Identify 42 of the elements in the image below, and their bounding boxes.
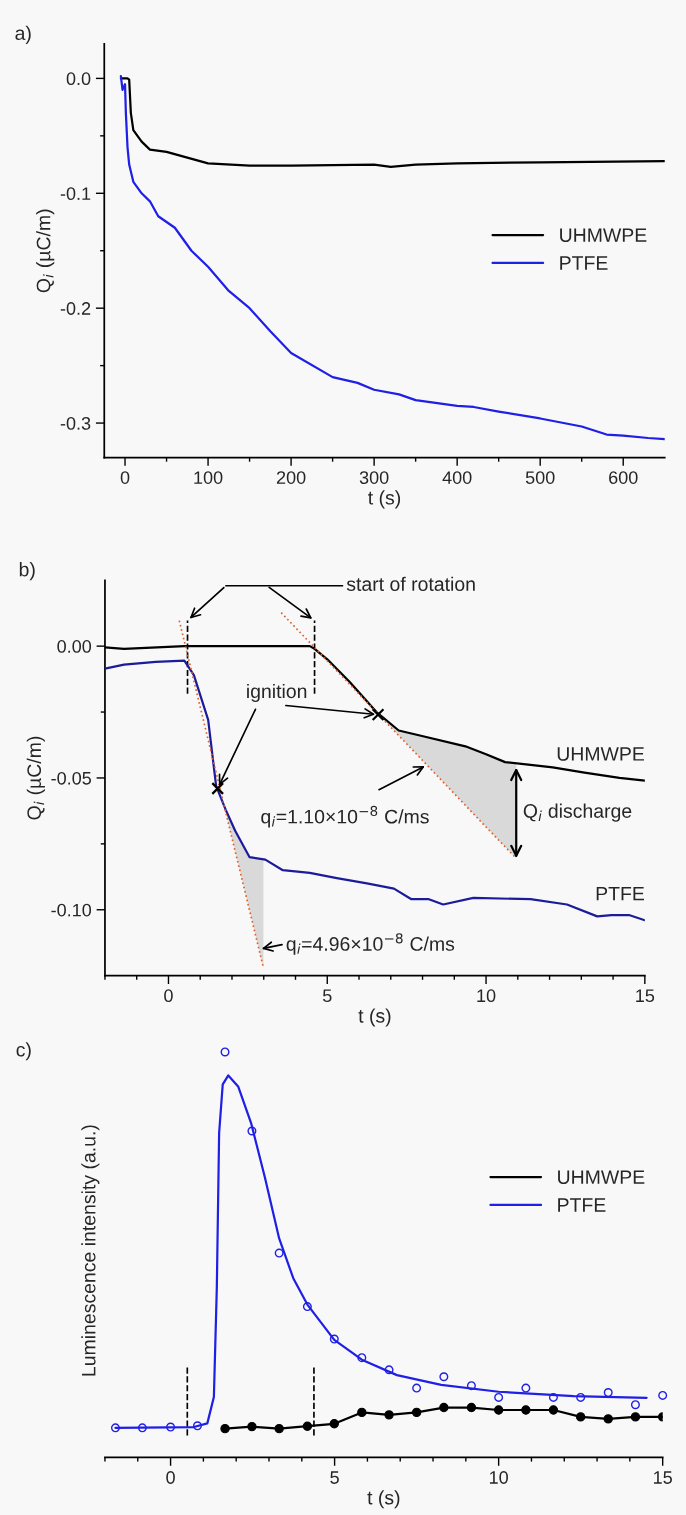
x-tick-label: 10 xyxy=(489,1471,508,1484)
chart-title: b) xyxy=(19,562,35,581)
x-tick-label: 600 xyxy=(609,471,638,484)
y-tick-label: 0.00 xyxy=(57,640,92,653)
x-tick-label: 5 xyxy=(322,989,332,1003)
legend-label: UHMWPE xyxy=(560,228,647,243)
legend-label: PTFE xyxy=(560,256,608,270)
legend-label: PTFE xyxy=(558,1198,606,1212)
x-tick-label: 10 xyxy=(477,989,496,1003)
annotation: Q$_{i}$ discharge xyxy=(523,803,632,822)
x-tick-label: 400 xyxy=(442,471,472,484)
chart-title: c) xyxy=(16,1042,31,1061)
y-tick-label: -0.10 xyxy=(51,903,92,917)
x-axis-title: t (s) xyxy=(368,490,401,509)
annotation: ignition xyxy=(247,683,307,702)
x-tick-label: 0 xyxy=(166,1471,175,1484)
x-tick-label: 200 xyxy=(276,471,306,484)
y-tick-label: -0.2 xyxy=(60,302,91,315)
x-tick-label: 0 xyxy=(164,989,173,1003)
x-tick-label: 15 xyxy=(636,989,655,1003)
legend-label: UHMWPE xyxy=(558,1170,645,1185)
y-tick-label: -0.1 xyxy=(60,187,91,201)
chart-title: a) xyxy=(15,25,31,44)
y-tick-label: 0.0 xyxy=(66,72,91,86)
series-label: UHMWPE xyxy=(557,747,644,761)
y-axis-title: Q$_{i}$ (µC/m) xyxy=(26,736,45,820)
y-axis-title: Q$_{i}$ (µC/m) xyxy=(36,209,55,293)
x-tick-label: 500 xyxy=(525,471,555,484)
y-tick-label: -0.3 xyxy=(60,417,91,430)
annotation: start of rotation xyxy=(346,576,475,591)
annotation: q$_{i}$=4.96×10$^{−8}$ C/ms xyxy=(286,933,455,955)
annotation: q$_{i}$=1.10×10$^{−8}$ C/ms xyxy=(261,805,429,828)
y-axis-title: Luminescence intensity (a.u.) xyxy=(81,1125,100,1376)
y-tick-label: -0.05 xyxy=(51,771,92,785)
x-axis-title: t (s) xyxy=(358,1008,391,1027)
x-tick-label: 300 xyxy=(359,471,389,484)
series-label: PTFE xyxy=(596,886,645,901)
x-tick-label: 5 xyxy=(330,1471,339,1484)
x-tick-label: 0 xyxy=(120,471,130,484)
x-tick-label: 15 xyxy=(654,1471,672,1484)
x-tick-label: 100 xyxy=(194,471,223,484)
x-axis-title: t (s) xyxy=(367,1490,400,1509)
